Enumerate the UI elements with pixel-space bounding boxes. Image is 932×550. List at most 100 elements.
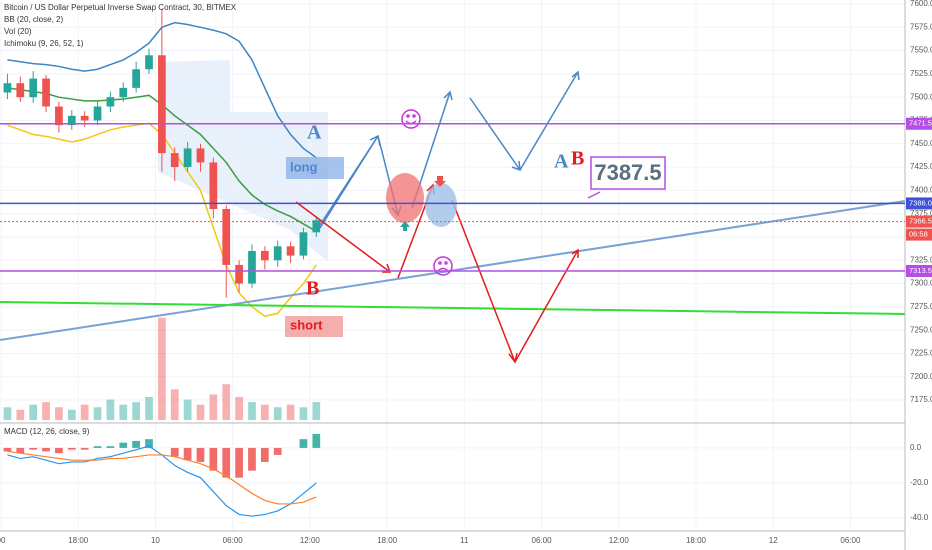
x-tick-label: 18:00 <box>68 536 89 545</box>
macd-bar <box>42 447 50 452</box>
macd-bar <box>196 447 205 462</box>
y-tick-label: 7250.0 <box>910 325 932 334</box>
macd-bar <box>312 433 321 448</box>
candle-body <box>209 162 218 210</box>
candle-body <box>16 83 25 98</box>
macd-bar <box>145 439 153 448</box>
volume-bar <box>67 409 76 420</box>
volume-bar <box>222 384 231 420</box>
macd-bar <box>183 447 192 461</box>
macd-bar <box>67 447 76 450</box>
y-tick-label: -20.0 <box>910 478 929 487</box>
x-tick-label: 06:00 <box>840 536 861 545</box>
volume-bar <box>93 407 102 420</box>
volume-bar <box>209 394 218 420</box>
x-tick-label: 11 <box>460 536 469 545</box>
support-line <box>0 301 906 315</box>
y-tick-label: 7425.0 <box>910 162 932 171</box>
plot <box>3 8 321 517</box>
y-tick-label: 7525.0 <box>910 69 932 78</box>
volume-bar <box>260 404 269 420</box>
volume-bar <box>196 404 205 420</box>
up-arrow-icon <box>400 221 410 231</box>
candle-body <box>222 209 231 265</box>
y-tick-label: 7325.0 <box>910 255 932 264</box>
y-tick-label: 7575.0 <box>910 22 932 31</box>
candle-body <box>286 246 295 256</box>
a-label: A <box>307 122 322 144</box>
macd-bar <box>80 447 89 450</box>
volume-bar <box>3 407 12 420</box>
volume-bar <box>55 407 63 420</box>
a-label: A <box>554 151 569 173</box>
y-tick-label: 7450.0 <box>910 139 932 148</box>
candle-body <box>248 250 256 284</box>
price-label-box <box>906 197 932 210</box>
blue-circle <box>425 183 457 227</box>
candle-body <box>260 250 269 261</box>
cloud <box>158 60 328 262</box>
x-tick-label: 18:00 <box>377 536 398 545</box>
b-label: B <box>306 278 319 300</box>
macd-bar <box>260 447 269 462</box>
x-tick-label: 06:00 <box>532 536 553 545</box>
chart-title: Bitcoin / US Dollar Perpetual Inverse Sw… <box>4 3 237 12</box>
macd-bar <box>248 447 256 471</box>
macd-bar <box>222 447 231 478</box>
candle-body <box>119 87 128 98</box>
price-label: 7366.5 <box>909 217 932 226</box>
y-tick-label: 7300.0 <box>910 279 932 288</box>
volume-bar <box>183 399 192 420</box>
macd-bar <box>170 447 179 457</box>
price-label: 7471.5 <box>909 119 932 128</box>
candle-body <box>235 264 243 284</box>
volume-bar <box>29 404 38 420</box>
price-label-box <box>906 215 932 228</box>
x-tick-label: 10 <box>151 536 160 545</box>
price-label-box <box>906 264 932 277</box>
volume-bar <box>273 407 282 420</box>
macd-bar <box>93 446 102 448</box>
candle-body <box>196 148 205 163</box>
macd-bar <box>16 447 25 454</box>
macd-bar <box>29 447 38 450</box>
candle-body <box>106 97 115 107</box>
volume-bar <box>80 404 89 420</box>
macd-bar <box>132 440 140 448</box>
volume-bar <box>132 402 140 420</box>
candle-body <box>29 78 38 98</box>
volume-bar <box>158 317 166 420</box>
macd-line <box>7 450 317 505</box>
macd-bar <box>209 447 218 471</box>
macd-bar <box>119 442 128 448</box>
volume-bar <box>299 407 308 420</box>
short-label: short <box>290 317 323 332</box>
candle-body <box>93 106 102 121</box>
indicator-label: Vol (20) <box>4 27 32 36</box>
macd-bar <box>273 447 282 455</box>
y-tick-label: 7375.0 <box>910 209 932 218</box>
macd-bar <box>235 447 243 478</box>
volume-bar <box>119 404 128 420</box>
candle-body <box>42 78 50 107</box>
price-label-box <box>906 117 932 130</box>
y-tick-label: 0.0 <box>910 443 922 452</box>
y-tick-label: 7225.0 <box>910 349 932 358</box>
candle-body <box>299 232 308 256</box>
candle-body <box>55 106 63 126</box>
red-circle <box>386 173 424 223</box>
x-tick-label: 12:00 <box>609 536 630 545</box>
candle-body <box>3 83 12 93</box>
candle-body <box>183 148 192 168</box>
macd-bar <box>106 446 115 448</box>
y-tick-label: 7400.0 <box>910 185 932 194</box>
indicator-label: BB (20, close, 2) <box>4 15 63 24</box>
arrows <box>295 70 601 364</box>
y-tick-label: 7500.0 <box>910 92 932 101</box>
indicator-label: Ichimoku (9, 26, 52, 1) <box>4 39 84 48</box>
macd-bar <box>55 447 63 454</box>
y-tick-label: 7600.0 <box>910 0 932 8</box>
volume-bar <box>16 409 25 420</box>
candle-body <box>67 115 76 126</box>
